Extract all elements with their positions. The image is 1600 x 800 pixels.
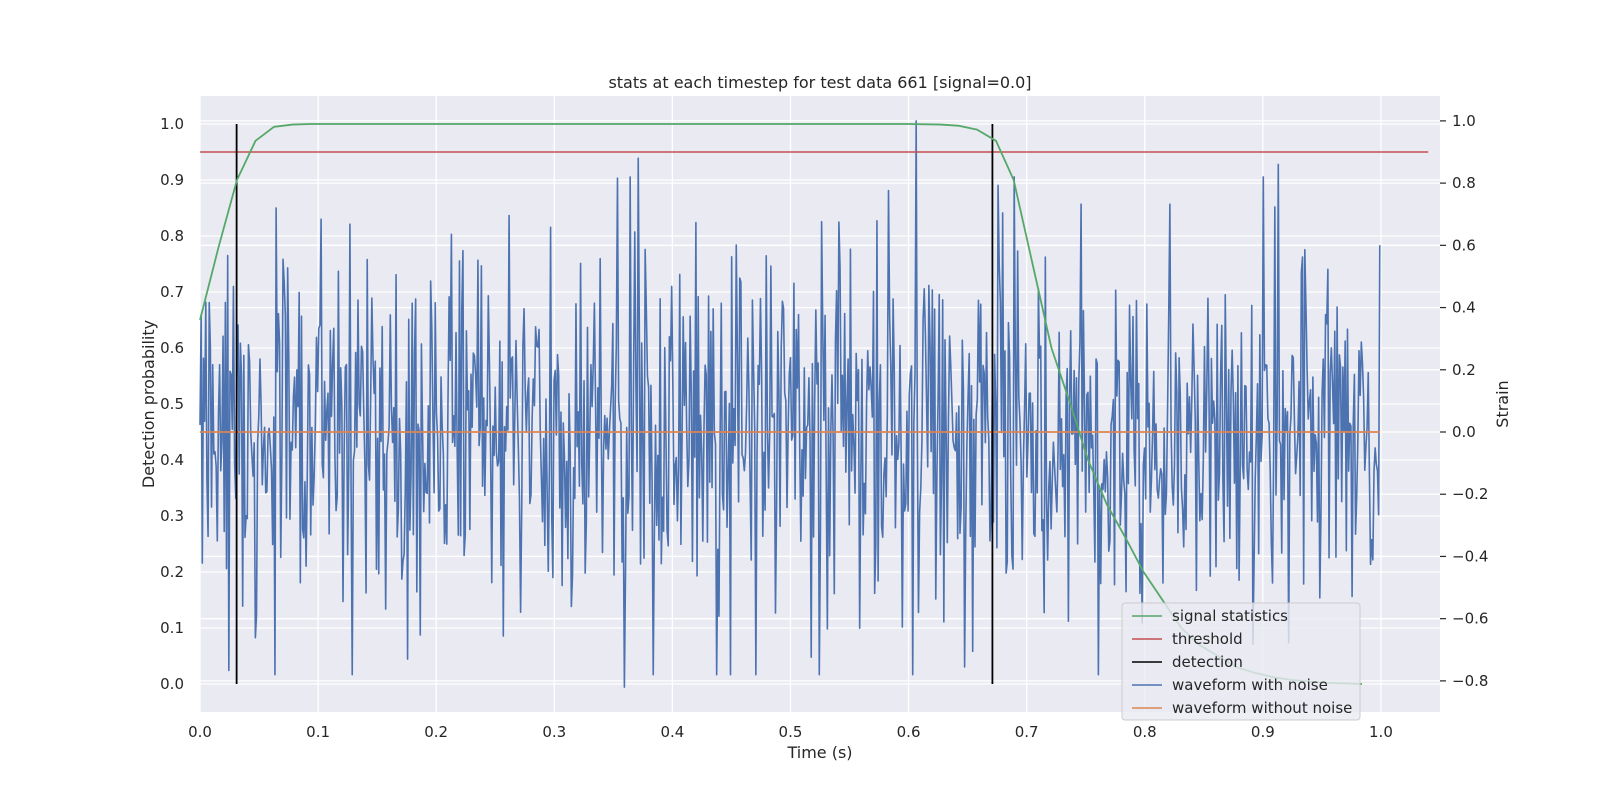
y-tick-label: 0.4 (160, 451, 184, 469)
y2-tick-label: −0.4 (1452, 547, 1488, 565)
y-tick-label: 0.6 (160, 339, 184, 357)
y-tick-label: 0.5 (160, 395, 184, 413)
x-tick-label: 0.1 (306, 723, 330, 741)
x-tick-label: 0.3 (542, 723, 566, 741)
x-tick-label: 0.9 (1251, 723, 1275, 741)
legend-label-threshold: threshold (1172, 630, 1243, 648)
y-tick-label: 0.2 (160, 563, 184, 581)
y-tick-label: 0.7 (160, 283, 184, 301)
y2-tick-label: 0.0 (1452, 423, 1476, 441)
x-tick-label: 1.0 (1369, 723, 1393, 741)
y-tick-label: 0.1 (160, 619, 184, 637)
y2-tick-label: −0.8 (1452, 672, 1488, 690)
axes: 0.0 0.1 0.2 0.3 0.4 0.5 0.6 0.7 0.8 0.9 1.0 0.0 0.1 0… (160, 112, 1488, 741)
y2-tick-label: 0.6 (1452, 236, 1476, 254)
legend-label-signal: signal statistics (1172, 607, 1288, 625)
y2-tick-label: 0.4 (1452, 299, 1476, 317)
y-axis-label: Detection probability (139, 320, 158, 488)
y-tick-label: 1.0 (160, 115, 184, 133)
series-waveform-with-noise (199, 120, 1381, 688)
y-tick-label: 0.0 (160, 675, 184, 693)
legend-box (1121, 602, 1361, 721)
y2-tick-label: −0.2 (1452, 485, 1488, 503)
legend-label-noisy: waveform with noise (1172, 676, 1328, 694)
chart-title: stats at each timestep for test data 661… (608, 73, 1031, 92)
y2-axis-label: Strain (1493, 380, 1512, 427)
y2-tick-label: 0.2 (1452, 361, 1476, 379)
x-tick-label: 0.0 (188, 723, 212, 741)
legend-label-detection: detection (1172, 653, 1243, 671)
x-tick-label: 0.5 (779, 723, 803, 741)
x-tick-label: 0.4 (660, 723, 684, 741)
y-tick-label: 0.9 (160, 171, 184, 189)
x-axis-label: Time (s) (786, 743, 852, 762)
legend-label-clean: waveform without noise (1172, 699, 1352, 717)
x-tick-label: 0.2 (424, 723, 448, 741)
y2-tick-label: −0.6 (1452, 610, 1488, 628)
x-tick-label: 0.8 (1133, 723, 1157, 741)
y2-tick-label: 1.0 (1452, 112, 1476, 130)
y-tick-label: 0.3 (160, 507, 184, 525)
legend: signal statistics threshold detection wa… (1121, 602, 1361, 721)
y-tick-label: 0.8 (160, 227, 184, 245)
x-tick-label: 0.6 (897, 723, 921, 741)
y2-tick-label: 0.8 (1452, 174, 1476, 192)
x-tick-label: 0.7 (1015, 723, 1039, 741)
